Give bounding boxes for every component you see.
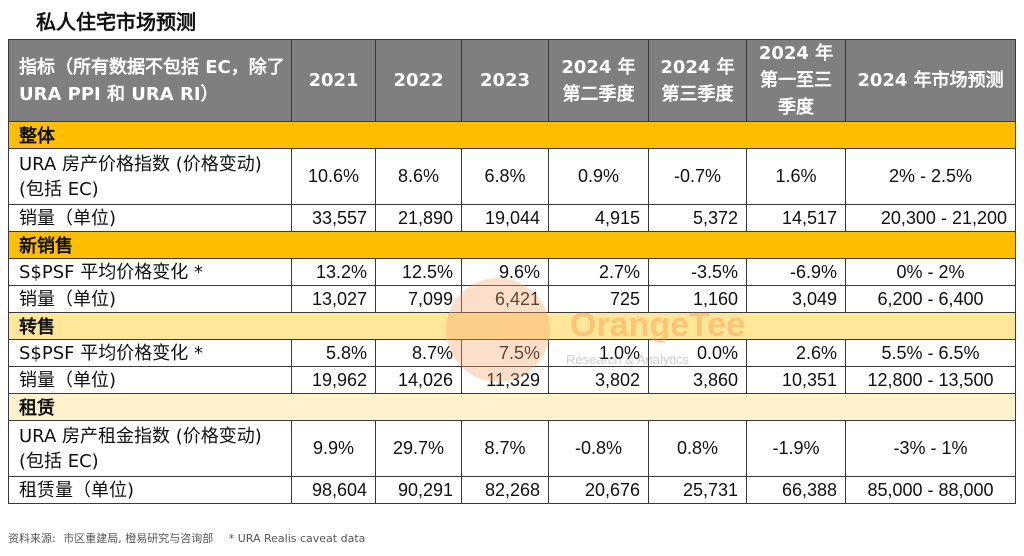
table-cell: 1.0% [548, 339, 649, 367]
table-cell: 5,372 [648, 204, 747, 232]
source-text: 市区重建局, 橙易研究与咨询部 [63, 532, 214, 545]
table-cell: 8.6% [375, 148, 462, 205]
table-cell: 5.8% [291, 339, 376, 367]
table-cell: 85,000 - 88,000 [845, 476, 1016, 504]
section-title: 整体 [8, 121, 1016, 149]
table-cell: 19,044 [461, 204, 549, 232]
table-cell: 11,329 [461, 366, 549, 394]
header-col-2023: 2023 [461, 39, 549, 122]
table-cell: 2.7% [548, 258, 649, 286]
header-col-2022: 2022 [375, 39, 462, 122]
table-cell: 90,291 [375, 476, 462, 504]
table-cell: 13.2% [291, 258, 376, 286]
table-cell: -6.9% [746, 258, 846, 286]
table-cell: 1.6% [746, 148, 846, 205]
market-forecast-table: 指标（所有数据不包括 EC，除了 URA PPI 和 URA RI） 2021 … [8, 39, 1016, 504]
table-cell: 20,676 [548, 476, 649, 504]
footer-source: 资料来源: 市区重建局, 橙易研究与咨询部 * URA Realis cavea… [8, 530, 369, 546]
section-overall: 整体 [8, 121, 1016, 149]
table-cell: 7,099 [375, 285, 462, 313]
source-label: 资料来源: [8, 532, 56, 545]
section-title: 新销售 [8, 231, 1016, 259]
section-title: 租赁 [8, 393, 1016, 421]
table-cell: 9.9% [291, 420, 376, 477]
table-cell: 33,557 [291, 204, 376, 232]
row-label: 销量（单位) [8, 285, 292, 313]
section-resale: 转售 [8, 312, 1016, 340]
table-cell: 19,962 [291, 366, 376, 394]
table-row: URA 房产租金指数 (价格变动) (包括 EC) 9.9% 29.7% 8.7… [8, 420, 1016, 477]
header-col-2024-q2: 2024 年第二季度 [548, 39, 649, 122]
table-cell: 3,802 [548, 366, 649, 394]
table-cell: 10,351 [746, 366, 846, 394]
table-row: 租赁量（单位) 98,604 90,291 82,268 20,676 25,7… [8, 476, 1016, 504]
table-row: 销量（单位) 13,027 7,099 6,421 725 1,160 3,04… [8, 285, 1016, 313]
section-title: 转售 [8, 312, 1016, 340]
table-cell: 98,604 [291, 476, 376, 504]
footnote: * URA Realis caveat data [228, 532, 366, 545]
row-label: S$PSF 平均价格变化 * [8, 339, 292, 367]
table-cell: 6,421 [461, 285, 549, 313]
row-label: URA 房产价格指数 (价格变动) (包括 EC) [8, 148, 292, 205]
table-cell: 7.5% [461, 339, 549, 367]
table-cell: -0.7% [648, 148, 747, 205]
row-label: URA 房产租金指数 (价格变动) (包括 EC) [8, 420, 292, 477]
table-cell: 8.7% [375, 339, 462, 367]
table-cell: 9.6% [461, 258, 549, 286]
row-label: S$PSF 平均价格变化 * [8, 258, 292, 286]
header-col-2021: 2021 [291, 39, 376, 122]
table-cell: 1,160 [648, 285, 747, 313]
table-cell: -3.5% [648, 258, 747, 286]
section-rental: 租赁 [8, 393, 1016, 421]
table-cell: 14,026 [375, 366, 462, 394]
header-col-2024-forecast: 2024 年市场预测 [845, 39, 1016, 122]
table-cell: 13,027 [291, 285, 376, 313]
table-cell: 0.8% [648, 420, 747, 477]
table-cell: 6.8% [461, 148, 549, 205]
table-cell: 2.6% [746, 339, 846, 367]
table-cell: 25,731 [648, 476, 747, 504]
page-title: 私人住宅市场预测 [36, 10, 196, 34]
table-cell: -1.9% [746, 420, 846, 477]
table-cell: 3,049 [746, 285, 846, 313]
table-cell: -0.8% [548, 420, 649, 477]
table-cell: 3,860 [648, 366, 747, 394]
table-cell: 29.7% [375, 420, 462, 477]
table-cell: 8.7% [461, 420, 549, 477]
table-cell: 14,517 [746, 204, 846, 232]
table-row: 销量（单位) 19,962 14,026 11,329 3,802 3,860 … [8, 366, 1016, 394]
header-row: 指标（所有数据不包括 EC，除了 URA PPI 和 URA RI） 2021 … [8, 39, 1016, 122]
header-col-2024-q3: 2024 年第三季度 [648, 39, 747, 122]
table-cell: 21,890 [375, 204, 462, 232]
table-cell: 5.5% - 6.5% [845, 339, 1016, 367]
table-cell: 2% - 2.5% [845, 148, 1016, 205]
header-col-2024-q1-q3: 2024 年第一至三季度 [746, 39, 846, 122]
table-cell: 725 [548, 285, 649, 313]
table-cell: 20,300 - 21,200 [845, 204, 1016, 232]
table-cell: 82,268 [461, 476, 549, 504]
table-cell: 0.9% [548, 148, 649, 205]
table-row: S$PSF 平均价格变化 * 5.8% 8.7% 7.5% 1.0% 0.0% … [8, 339, 1016, 367]
header-indicator: 指标（所有数据不包括 EC，除了 URA PPI 和 URA RI） [8, 39, 292, 122]
table-row: 销量（单位) 33,557 21,890 19,044 4,915 5,372 … [8, 204, 1016, 232]
table-cell: 10.6% [291, 148, 376, 205]
table-cell: -3% - 1% [845, 420, 1016, 477]
table-cell: 66,388 [746, 476, 846, 504]
table-cell: 0.0% [648, 339, 747, 367]
table-row: URA 房产价格指数 (价格变动) (包括 EC) 10.6% 8.6% 6.8… [8, 148, 1016, 205]
row-label: 租赁量（单位) [8, 476, 292, 504]
section-new-sales: 新销售 [8, 231, 1016, 259]
table-cell: 4,915 [548, 204, 649, 232]
row-label: 销量（单位) [8, 204, 292, 232]
table-cell: 6,200 - 6,400 [845, 285, 1016, 313]
table-cell: 0% - 2% [845, 258, 1016, 286]
table-cell: 12.5% [375, 258, 462, 286]
table-cell: 12,800 - 13,500 [845, 366, 1016, 394]
table-row: S$PSF 平均价格变化 * 13.2% 12.5% 9.6% 2.7% -3.… [8, 258, 1016, 286]
row-label: 销量（单位) [8, 366, 292, 394]
